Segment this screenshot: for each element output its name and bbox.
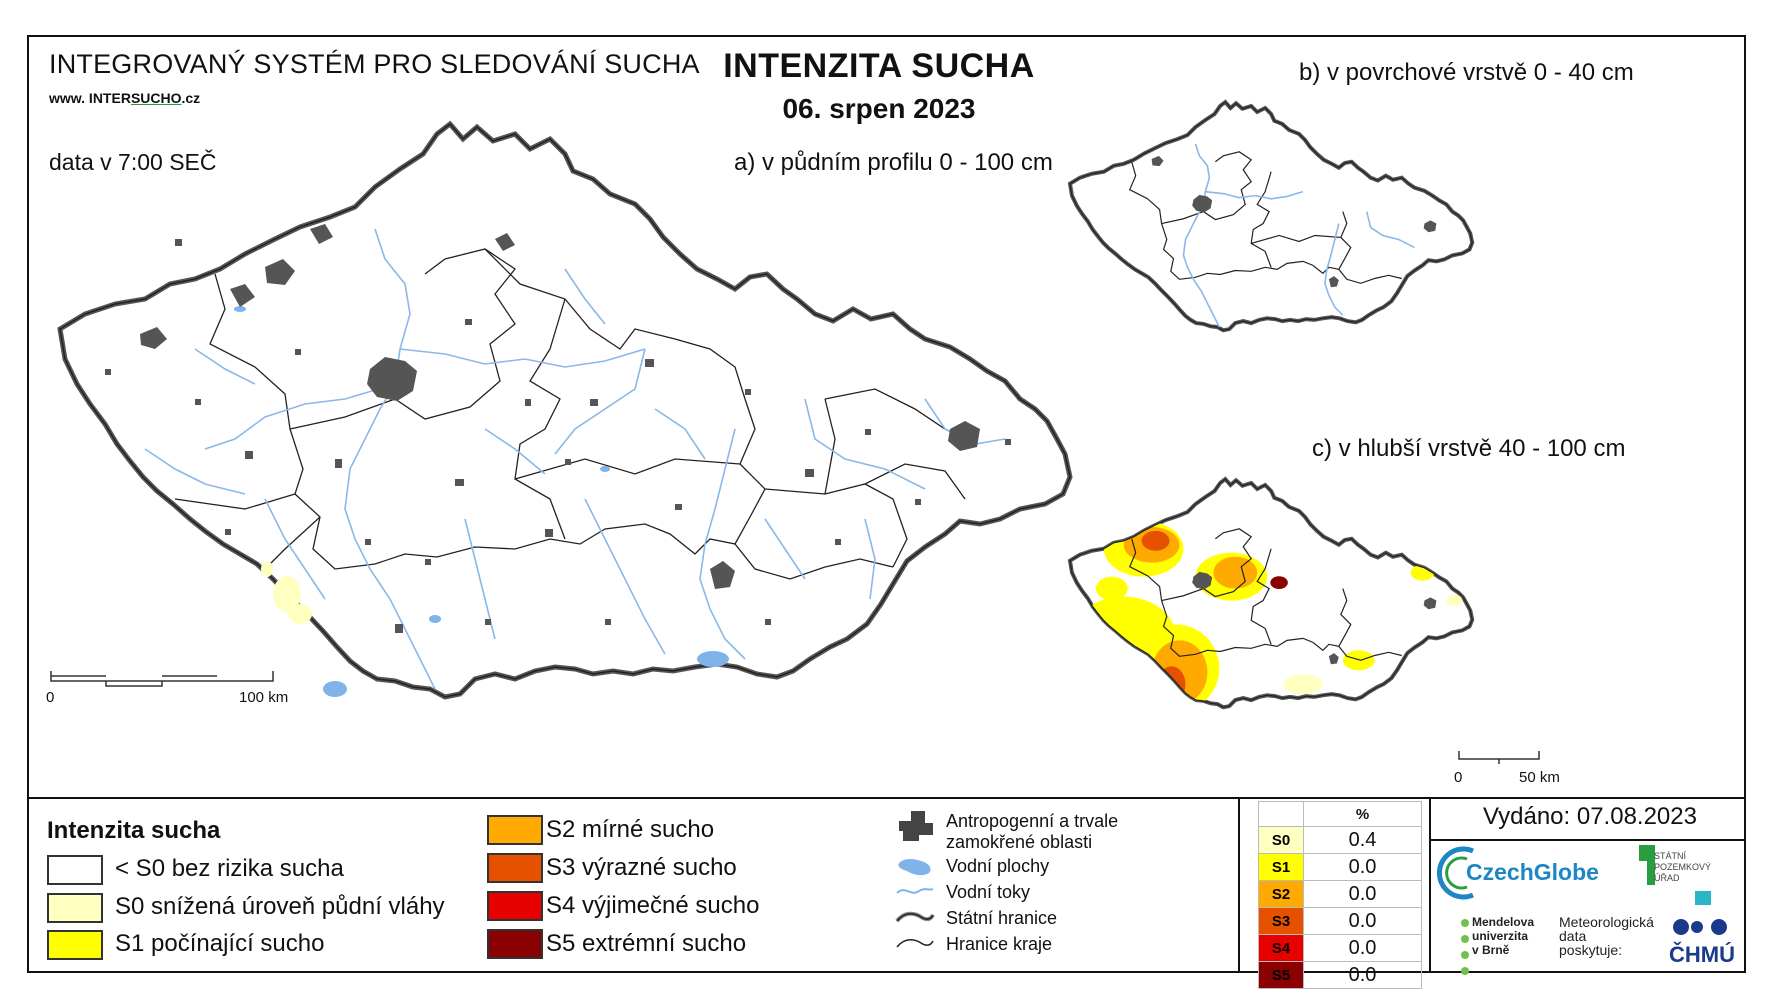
urban-area-icon	[899, 811, 933, 841]
issued-divider	[1431, 839, 1744, 841]
map-a-root-zone	[50, 99, 1225, 789]
stats-class-cell: S4	[1258, 934, 1304, 962]
swatch-s3	[487, 853, 543, 883]
website-link[interactable]: www. INTERSUCHO.cz	[49, 90, 201, 106]
scale-main-end: 100 km	[239, 689, 289, 706]
swatch-s0	[47, 893, 103, 923]
stats-value-cell: 0.0	[1303, 961, 1422, 989]
legend-river: Vodní toky	[946, 882, 1031, 902]
czechglobe-logo-icon	[1437, 846, 1474, 900]
stats-value-cell: 0.4	[1303, 826, 1422, 854]
chmu-logo-icon	[1673, 919, 1727, 935]
main-title: INTENZITA SUCHA	[723, 47, 1035, 85]
stats-class-cell: S3	[1258, 907, 1304, 935]
scale-small-end: 50 km	[1519, 769, 1560, 786]
stats-row: S4 0.0	[1258, 934, 1422, 962]
stats-row: S2 0.0	[1258, 880, 1422, 908]
stats-value-cell: 0.0	[1303, 880, 1422, 908]
swatch-s1	[47, 930, 103, 960]
czechglobe-logo: CzechGlobe	[1466, 859, 1599, 885]
map-c-label: c) v hlubší vrstvě 40 - 100 cm	[1312, 435, 1626, 462]
legend-s1: S1 počínající sucho	[115, 930, 325, 957]
stats-right-separator	[1429, 799, 1431, 973]
scale-bar-main	[50, 671, 274, 687]
scale-small-zero: 0	[1454, 769, 1463, 786]
stats-header-row: %	[1258, 801, 1422, 827]
scale-main-zero: 0	[46, 689, 55, 706]
river-icon	[896, 888, 934, 894]
legend-urban: Antropogenní a trvale zamokřené oblasti	[946, 811, 1119, 852]
map-date: 06. srpen 2023	[782, 93, 976, 124]
stats-class-cell: S1	[1258, 853, 1304, 881]
stats-class-cell: S5	[1258, 961, 1304, 989]
spu-logo-icon	[1639, 845, 1711, 905]
legend-s2: S2 mírné sucho	[546, 816, 715, 843]
issued-date: Vydáno: 07.08.2023	[1483, 803, 1697, 830]
swatch-s4	[487, 891, 543, 921]
scale-bar-small	[1458, 751, 1540, 764]
region-border-icon	[896, 939, 934, 948]
stats-value-cell: 0.0	[1303, 907, 1422, 935]
stats-value-cell: 0.0	[1303, 853, 1422, 881]
stats-header-percent: %	[1303, 801, 1422, 827]
map-a-label: a) v půdním profilu 0 - 100 cm	[734, 149, 1053, 176]
drought-map-frame: INTEGROVANÝ SYSTÉM PRO SLEDOVÁNÍ SUCHA w…	[27, 35, 1746, 989]
meteo-data-text: Meteorologická data poskytuje:	[1559, 914, 1654, 958]
map-b-surface-layer	[1067, 100, 1475, 333]
stats-row: S0 0.4	[1258, 826, 1422, 854]
stats-table: % S0 0.4 S1 0.0 S2 0.0 S3 0.0 S4 0.0 S5 0.0	[1258, 801, 1422, 989]
swatch-below-s0	[47, 855, 103, 885]
stats-header-class	[1258, 801, 1304, 827]
chmu-logo: ČHMÚ	[1669, 942, 1735, 967]
stats-row: S5 0.0	[1258, 961, 1422, 989]
stats-value-cell: 0.0	[1303, 934, 1422, 962]
stats-row: S1 0.0	[1258, 853, 1422, 881]
swatch-s5	[487, 929, 543, 959]
mendel-logo-icon	[1461, 919, 1469, 975]
legend-region-border: Hranice kraje	[946, 934, 1053, 954]
legend-state-border: Státní hranice	[946, 908, 1058, 928]
map-c-deep-layer	[1067, 477, 1475, 710]
legend-s4: S4 výjimečné sucho	[546, 892, 760, 919]
swatch-s2	[487, 815, 543, 845]
spu-logo-text: STÁTNÍ POZEMKOVÝ ÚŘAD	[1654, 851, 1712, 883]
legend-s0: S0 snížená úroveň půdní vláhy	[115, 893, 445, 920]
legend-divider	[29, 797, 1744, 799]
stats-class-cell: S2	[1258, 880, 1304, 908]
legend-title: Intenzita sucha	[47, 817, 221, 844]
mendel-logo-text: Mendelova univerzita v Brně	[1472, 915, 1535, 957]
data-time: data v 7:00 SEČ	[49, 149, 217, 175]
stats-left-separator	[1238, 799, 1240, 973]
water-body-icon	[898, 859, 931, 876]
legend-s3: S3 výrazné sucho	[546, 854, 737, 881]
system-title: INTEGROVANÝ SYSTÉM PRO SLEDOVÁNÍ SUCHA	[49, 49, 700, 79]
state-border-icon	[895, 911, 935, 923]
legend-below-s0: < S0 bez rizika sucha	[115, 855, 344, 882]
map-b-label: b) v povrchové vrstvě 0 - 40 cm	[1299, 59, 1634, 86]
legend-water: Vodní plochy	[946, 856, 1050, 876]
legend-s5: S5 extrémní sucho	[546, 930, 747, 957]
stats-class-cell: S0	[1258, 826, 1304, 854]
stats-row: S3 0.0	[1258, 907, 1422, 935]
